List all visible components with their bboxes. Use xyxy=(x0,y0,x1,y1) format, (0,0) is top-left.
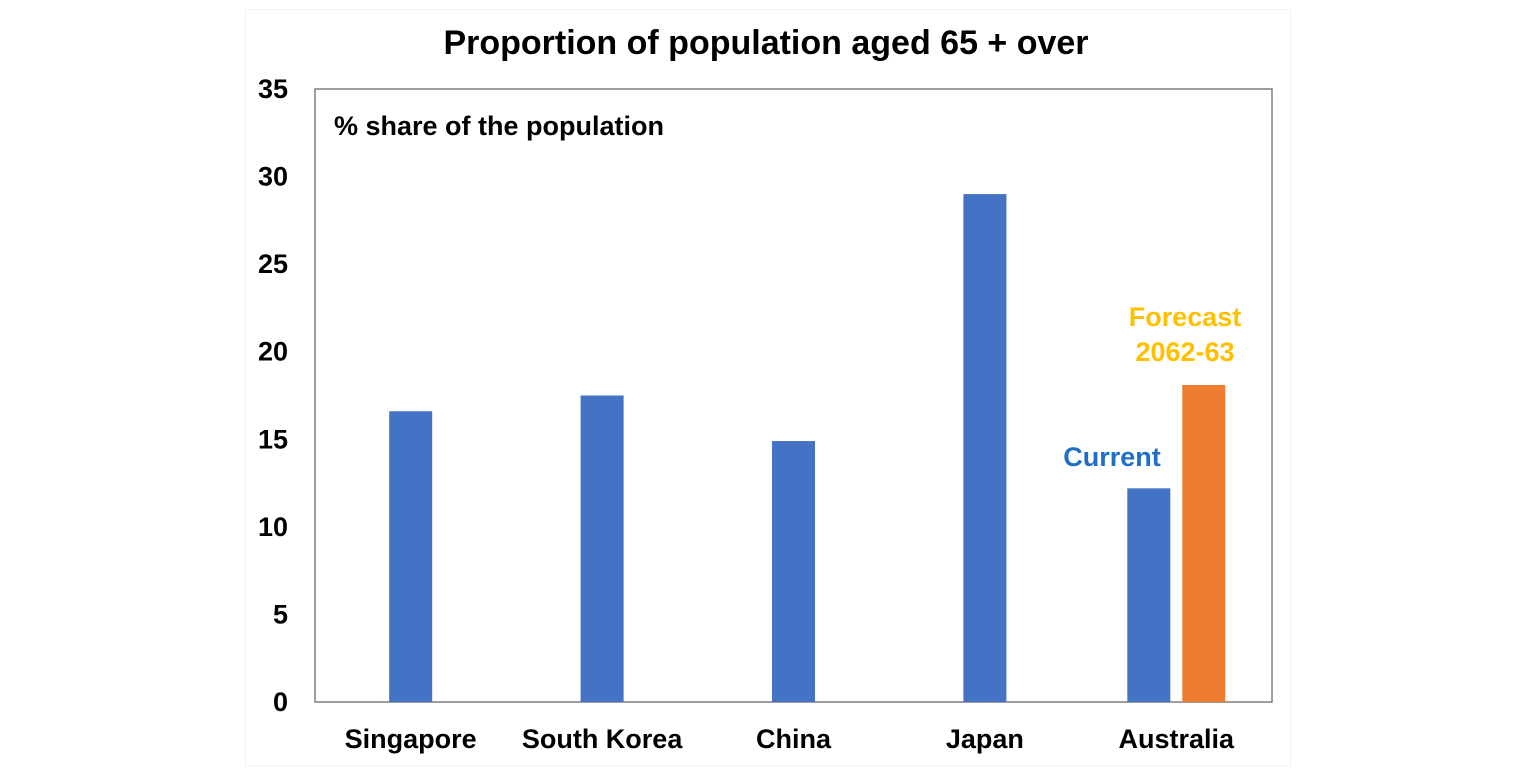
y-tick-label: 35 xyxy=(258,74,288,104)
x-tick-label: South Korea xyxy=(522,724,683,754)
y-tick-label: 20 xyxy=(258,337,288,367)
chart-frame: Proportion of population aged 65 + over … xyxy=(246,10,1290,765)
annotation-forecast-period: 2062-63 xyxy=(1135,337,1234,367)
chart: Proportion of population aged 65 + over … xyxy=(258,24,1273,754)
chart-title: Proportion of population aged 65 + over xyxy=(443,24,1088,62)
annotation-current: Current xyxy=(1063,442,1161,472)
x-tick-label: Australia xyxy=(1119,724,1236,754)
bar-south-korea-current xyxy=(580,395,624,702)
y-tick-label: 0 xyxy=(273,687,288,717)
y-tick-label: 10 xyxy=(258,512,288,542)
bar-japan-current xyxy=(963,194,1007,703)
bar-australia-current xyxy=(1127,488,1171,702)
bar-china-current xyxy=(772,441,815,702)
plot-subtitle: % share of the population xyxy=(334,111,664,141)
y-tick-label: 30 xyxy=(258,162,288,192)
bars xyxy=(389,194,1226,703)
y-tick-label: 25 xyxy=(258,249,288,279)
bar-australia-forecast xyxy=(1182,384,1226,702)
x-tick-label: China xyxy=(756,724,832,754)
x-tick-label: Singapore xyxy=(345,724,477,754)
annotation-forecast: Forecast xyxy=(1129,302,1242,332)
x-axis: Singapore South Korea China Japan Australia xyxy=(345,724,1235,754)
bar-singapore-current xyxy=(389,411,433,702)
x-tick-label: Japan xyxy=(946,724,1024,754)
y-axis: 0 5 10 15 20 25 30 35 xyxy=(258,74,288,717)
y-tick-label: 15 xyxy=(258,424,288,454)
y-tick-label: 5 xyxy=(273,599,288,629)
